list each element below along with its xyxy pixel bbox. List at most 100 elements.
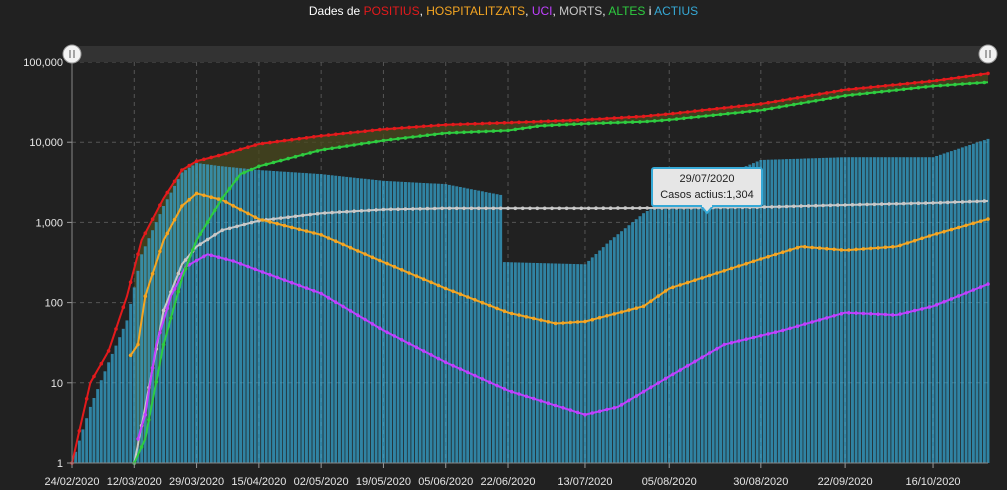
- series-point-altes: [784, 104, 789, 108]
- series-point-positius: [473, 122, 477, 126]
- actius-bar: [880, 157, 884, 463]
- series-point-morts: [586, 206, 591, 211]
- actius-bar: [902, 157, 906, 463]
- series-point-uci: [312, 289, 316, 293]
- actius-bar: [924, 157, 928, 463]
- series-point-altes: [645, 119, 649, 124]
- series-point-positius: [143, 231, 148, 235]
- series-point-altes: [652, 119, 657, 123]
- actius-bar: [279, 171, 283, 463]
- series-point-hospitalitzats: [722, 269, 726, 273]
- title-part-altes: ALTES: [608, 4, 646, 18]
- scrollbar-left-handle[interactable]: [62, 44, 82, 64]
- series-point-altes: [616, 120, 620, 125]
- series-point-morts: [909, 201, 913, 206]
- actius-bar: [404, 182, 407, 463]
- title-sep-5: i: [645, 4, 655, 18]
- series-point-positius: [825, 91, 829, 95]
- series-point-positius: [128, 280, 133, 285]
- series-point-hospitalitzats: [158, 249, 162, 254]
- series-point-positius: [495, 121, 499, 125]
- series-point-hospitalitzats: [971, 221, 976, 226]
- actius-bar: [455, 186, 459, 464]
- series-point-uci: [890, 313, 895, 317]
- series-point-altes: [901, 87, 906, 92]
- series-point-morts: [323, 211, 327, 215]
- series-point-morts: [872, 202, 877, 207]
- series-point-uci: [363, 317, 367, 322]
- series-point-morts: [381, 207, 386, 212]
- series-point-uci: [795, 324, 800, 329]
- actius-bar: [433, 183, 437, 463]
- series-point-altes: [484, 129, 488, 134]
- series-point-altes: [323, 147, 327, 152]
- series-point-altes: [916, 85, 921, 90]
- actius-bar: [334, 175, 338, 463]
- series-point-altes: [242, 170, 246, 175]
- series-point-hospitalitzats: [356, 249, 360, 253]
- series-point-hospitalitzats: [773, 252, 778, 257]
- series-point-morts: [931, 201, 935, 205]
- series-point-positius: [583, 118, 587, 122]
- series-point-uci: [502, 387, 507, 391]
- actius-bar: [173, 185, 177, 463]
- series-point-positius: [487, 121, 492, 126]
- y-tick-label: 1: [57, 458, 63, 470]
- series-point-positius: [788, 97, 792, 101]
- series-point-uci: [509, 389, 514, 394]
- series-point-positius: [656, 113, 660, 117]
- actius-bar: [543, 263, 547, 463]
- series-point-uci: [209, 253, 213, 258]
- series-point-positius: [84, 397, 89, 401]
- series-point-uci: [942, 300, 946, 304]
- series-point-uci: [641, 389, 646, 394]
- series-point-altes: [432, 132, 437, 137]
- actius-bar: [847, 157, 851, 463]
- series-point-positius: [370, 128, 375, 133]
- series-point-positius: [246, 145, 250, 149]
- actius-bar: [862, 157, 865, 463]
- series-point-uci: [165, 306, 170, 311]
- title-sep-1: ,: [419, 4, 427, 18]
- series-point-positius: [136, 252, 140, 256]
- series-point-morts: [784, 204, 789, 209]
- series-point-morts: [923, 201, 928, 205]
- actius-bar: [829, 157, 832, 463]
- series-point-morts: [799, 204, 803, 208]
- actius-bar: [294, 172, 297, 463]
- title-part-morts: MORTS: [559, 4, 603, 18]
- actius-bar: [81, 429, 85, 463]
- series-point-hospitalitzats: [715, 271, 719, 275]
- scrollbar-track[interactable]: [72, 46, 988, 62]
- range-scrollbar[interactable]: [62, 44, 998, 64]
- series-point-hospitalitzats: [216, 197, 221, 201]
- series-point-positius: [707, 107, 712, 112]
- actius-bar: [946, 152, 950, 464]
- actius-bar: [393, 181, 396, 463]
- series-point-positius: [158, 203, 162, 207]
- actius-bar: [444, 184, 448, 463]
- series-point-hospitalitzats: [172, 217, 177, 222]
- series-point-uci: [487, 380, 492, 385]
- series-point-positius: [172, 179, 177, 184]
- series-point-positius: [304, 136, 309, 140]
- actius-bar: [436, 183, 440, 463]
- series-point-hospitalitzats: [392, 264, 397, 269]
- scrollbar-right-handle[interactable]: [978, 44, 998, 64]
- series-point-morts: [432, 206, 437, 211]
- actius-bar: [678, 193, 682, 463]
- series-point-altes: [814, 99, 818, 103]
- series-point-hospitalitzats: [927, 234, 932, 238]
- series-point-uci: [971, 288, 976, 292]
- title-part-positius: POSITIUS: [363, 4, 420, 18]
- series-point-altes: [147, 417, 151, 422]
- series-point-uci: [341, 304, 345, 309]
- tooltip-value-label: Casos actius:: [660, 189, 726, 201]
- actius-bar: [601, 247, 605, 463]
- series-point-altes: [315, 149, 320, 153]
- y-tick-label: 100,000: [23, 57, 63, 69]
- series-point-uci: [268, 272, 272, 277]
- series-point-hospitalitzats: [143, 294, 148, 299]
- series-point-hospitalitzats: [597, 315, 602, 320]
- actius-bar: [550, 263, 554, 463]
